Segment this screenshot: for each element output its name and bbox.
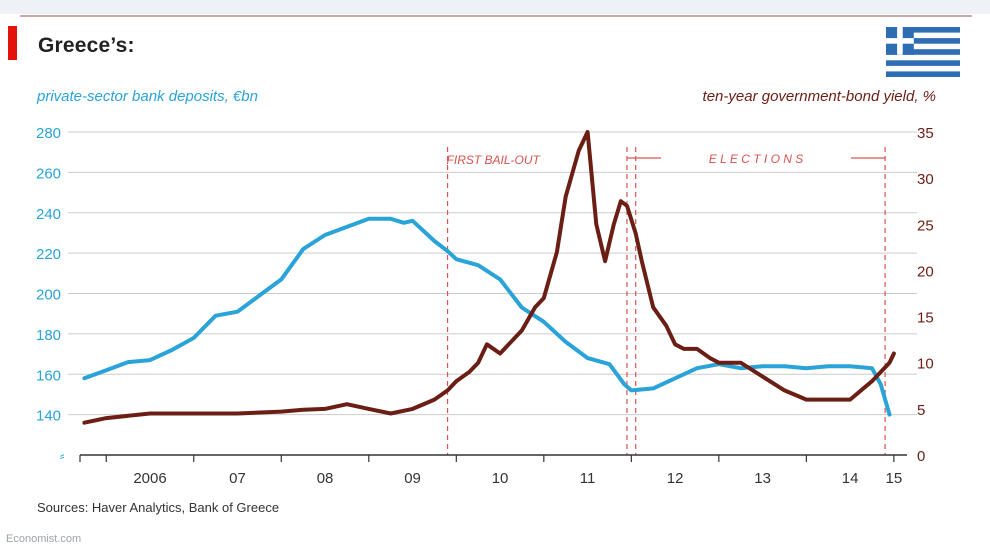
right-tick-label: 15	[917, 310, 934, 327]
gridlines	[68, 131, 917, 416]
x-tick-label: 07	[229, 470, 246, 487]
left-tick-label: 240	[36, 206, 61, 223]
annotation-label: E L E C T I O N S	[709, 152, 803, 166]
axis-break-icon: ⸗	[60, 448, 64, 463]
top-band	[0, 0, 990, 14]
brand-red-tag	[8, 26, 17, 60]
greek-flag-icon	[886, 27, 960, 77]
series-line	[82, 216, 892, 417]
right-tick-label: 0	[917, 448, 925, 465]
x-tick-label: 10	[492, 470, 509, 487]
x-tick-label: 12	[667, 470, 684, 487]
dual-axis-line-chart: FIRST BAIL-OUT E L E C T I O N S 14016018…	[36, 125, 934, 487]
left-axis-label: private-sector bank deposits, €bn	[37, 88, 258, 105]
left-tick-label: 180	[36, 327, 61, 344]
right-tick-label: 25	[917, 217, 934, 234]
right-tick-label: 20	[917, 263, 934, 280]
chart-title: Greece’s:	[38, 34, 135, 57]
left-tick-label: 260	[36, 165, 61, 182]
left-tick-label: 220	[36, 246, 61, 263]
series-line	[82, 130, 896, 425]
x-tick-label: 11	[580, 470, 596, 487]
x-tick-label: 14	[842, 470, 859, 487]
right-axis-label: ten-year government-bond yield, %	[702, 88, 936, 105]
right-tick-label: 30	[917, 171, 934, 188]
series-lines	[82, 130, 896, 425]
left-tick-label: 140	[36, 408, 61, 425]
right-tick-label: 35	[917, 125, 934, 142]
axes: 140 160 180 200 220 240 260 280 0 5 10 15 20 25 30 35 ⸗ 2…	[36, 125, 934, 487]
x-tick-label: 2006	[133, 470, 166, 487]
left-tick-label: 280	[36, 125, 61, 142]
annotation-label: FIRST BAIL-OUT	[447, 153, 542, 167]
right-tick-label: 10	[917, 356, 934, 373]
x-tick-label: 08	[317, 470, 334, 487]
right-tick-label: 5	[917, 402, 925, 419]
annotations: FIRST BAIL-OUT E L E C T I O N S	[447, 147, 886, 455]
sources-note: Sources: Haver Analytics, Bank of Greece	[37, 500, 280, 515]
top-rule	[20, 15, 972, 17]
brand-watermark: Economist.com	[6, 533, 82, 545]
x-tick-label: 15	[886, 470, 903, 487]
left-tick-label: 200	[36, 287, 61, 304]
left-tick-label: 160	[36, 367, 61, 384]
x-tick-label: 09	[404, 470, 421, 487]
x-tick-label: 13	[754, 470, 771, 487]
